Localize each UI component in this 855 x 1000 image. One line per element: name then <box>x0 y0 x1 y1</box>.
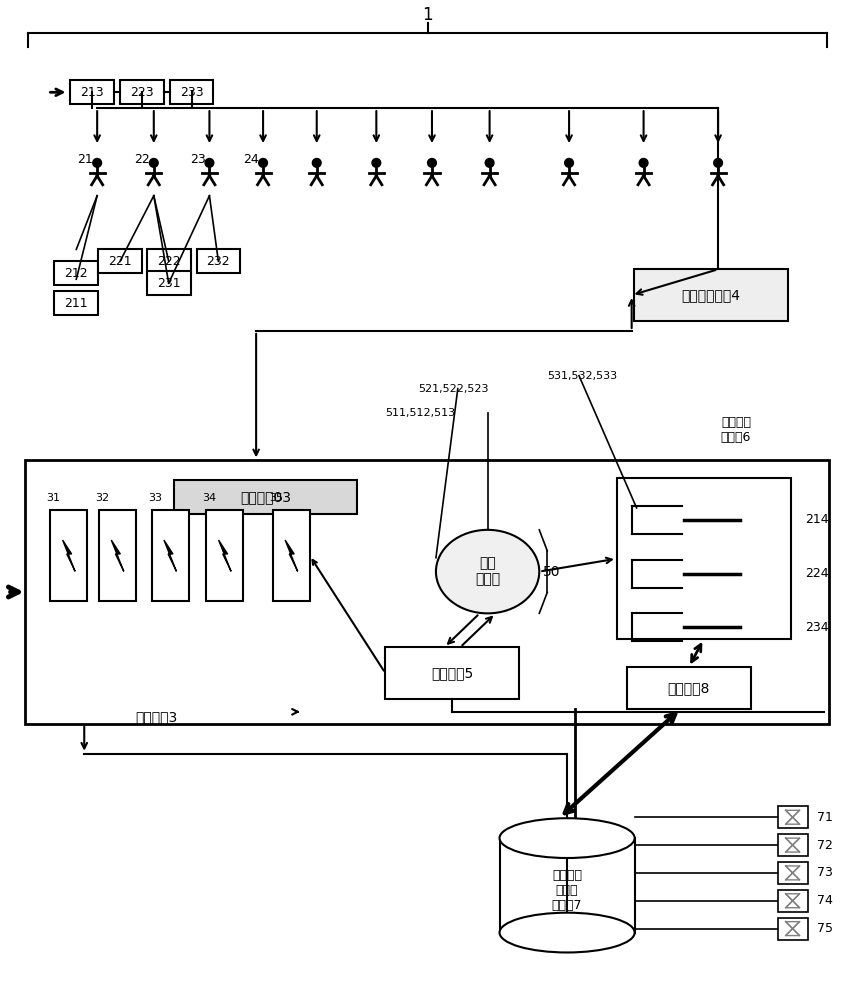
Bar <box>98 249 142 273</box>
Circle shape <box>150 159 158 167</box>
Bar <box>778 834 807 856</box>
Text: 21: 21 <box>77 153 93 166</box>
Ellipse shape <box>499 818 634 858</box>
Circle shape <box>372 159 380 167</box>
Polygon shape <box>285 540 298 571</box>
Text: 操作模兗03: 操作模兗03 <box>240 490 291 504</box>
Bar <box>627 667 751 709</box>
Circle shape <box>714 159 722 167</box>
Text: 221: 221 <box>109 255 132 268</box>
Bar <box>147 271 191 295</box>
Text: 风险: 风险 <box>480 557 496 571</box>
Bar <box>25 460 829 724</box>
Text: 存储遖6: 存储遖6 <box>721 431 752 444</box>
Text: 223: 223 <box>130 86 154 99</box>
Bar <box>55 291 98 315</box>
Text: 核心引摠3: 核心引摠3 <box>136 710 178 724</box>
Bar <box>616 478 791 639</box>
Text: 34: 34 <box>203 493 216 503</box>
Text: 511,512,513: 511,512,513 <box>386 408 456 418</box>
Text: 222: 222 <box>156 255 180 268</box>
Bar <box>99 510 136 601</box>
Circle shape <box>428 159 436 167</box>
Bar <box>50 510 87 601</box>
Bar <box>386 647 519 699</box>
Text: 71: 71 <box>817 811 834 824</box>
Text: 参数化: 参数化 <box>475 573 500 587</box>
Bar <box>778 862 807 884</box>
Text: 75: 75 <box>817 922 834 935</box>
Text: 24: 24 <box>244 153 259 166</box>
Ellipse shape <box>499 913 634 952</box>
Text: 31: 31 <box>46 493 61 503</box>
Text: 35: 35 <box>269 493 283 503</box>
Text: 监测模兵8: 监测模兵8 <box>668 681 710 695</box>
Bar <box>70 80 114 104</box>
Bar <box>634 269 787 321</box>
Bar <box>273 510 310 601</box>
Text: 212: 212 <box>64 267 88 280</box>
Bar <box>778 918 807 940</box>
Circle shape <box>205 159 214 167</box>
Text: 74: 74 <box>817 894 834 907</box>
Circle shape <box>640 159 648 167</box>
Bar <box>197 249 240 273</box>
Text: 支付参数: 支付参数 <box>721 416 751 429</box>
Polygon shape <box>219 540 231 571</box>
Circle shape <box>312 159 321 167</box>
Bar <box>778 890 807 912</box>
Bar <box>120 80 163 104</box>
Bar <box>152 510 189 601</box>
Bar <box>169 80 214 104</box>
Bar <box>55 261 98 285</box>
Bar <box>147 249 191 273</box>
Polygon shape <box>111 540 124 571</box>
Text: 72: 72 <box>817 839 834 852</box>
Text: 关键疾病: 关键疾病 <box>552 869 582 882</box>
Circle shape <box>259 159 268 167</box>
Text: 232: 232 <box>207 255 230 268</box>
Bar <box>206 510 243 601</box>
Polygon shape <box>62 540 75 571</box>
Text: 73: 73 <box>817 866 834 879</box>
Text: 521,522,523: 521,522,523 <box>418 384 488 394</box>
Circle shape <box>486 159 494 167</box>
Bar <box>778 806 807 828</box>
Bar <box>174 480 357 514</box>
Text: 233: 233 <box>180 86 203 99</box>
Circle shape <box>564 159 574 167</box>
Text: 23: 23 <box>190 153 205 166</box>
Text: 531,532,533: 531,532,533 <box>547 371 617 381</box>
Text: 50: 50 <box>542 565 560 579</box>
Polygon shape <box>164 540 176 571</box>
Text: 汇编模兵5: 汇编模兵5 <box>431 666 474 680</box>
Text: 211: 211 <box>64 297 88 310</box>
Text: 213: 213 <box>80 86 104 99</box>
Text: 224: 224 <box>805 567 829 580</box>
Text: 214: 214 <box>805 513 829 526</box>
Text: 触发袇7: 触发袇7 <box>551 899 582 912</box>
Text: 234: 234 <box>805 621 829 634</box>
Text: 1: 1 <box>422 6 433 24</box>
Text: 32: 32 <box>95 493 109 503</box>
Ellipse shape <box>436 530 540 613</box>
Bar <box>499 838 634 933</box>
Circle shape <box>93 159 102 167</box>
Text: 参数的: 参数的 <box>556 884 578 897</box>
Text: 支付接收模关4: 支付接收模关4 <box>681 288 740 302</box>
Text: 33: 33 <box>148 493 162 503</box>
Text: 22: 22 <box>134 153 150 166</box>
Text: 231: 231 <box>156 277 180 290</box>
